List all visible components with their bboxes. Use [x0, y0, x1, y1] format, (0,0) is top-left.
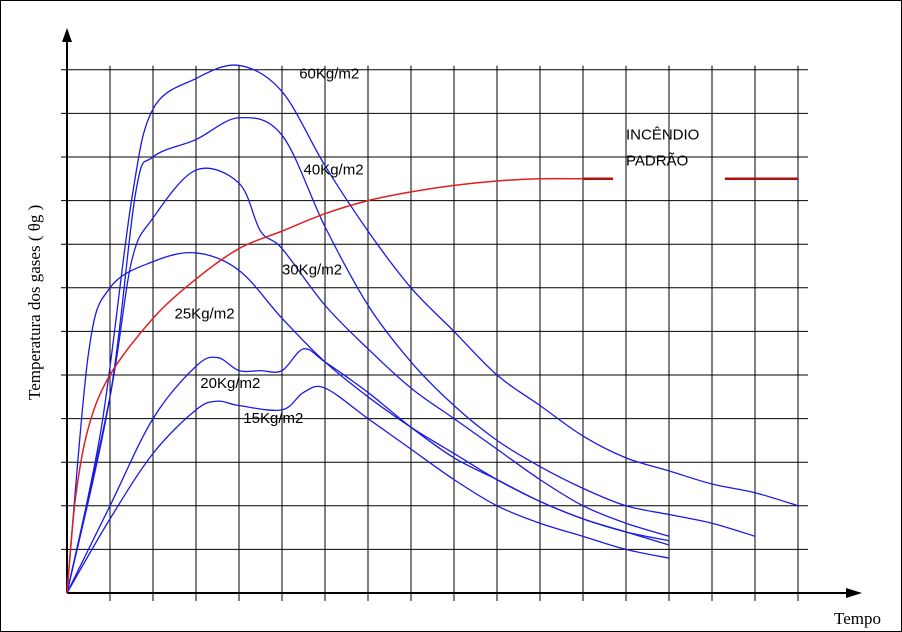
annotation-label: 20Kg/m2 [200, 375, 260, 392]
series-layer [66, 64, 799, 594]
annotation-label: 15Kg/m2 [243, 410, 303, 427]
grid [61, 65, 808, 601]
annotations: 60Kg/m2 40Kg/m2 30Kg/m2 25Kg/m2 20Kg/m2 15Kg/… [175, 66, 700, 427]
series-line-inc-ndio-padr-o [66, 177, 584, 594]
y-axis-arrow [62, 28, 72, 42]
annotation-label: 25Kg/m2 [175, 305, 235, 322]
annotation-label: INCÊNDIO [626, 127, 699, 144]
axes [62, 28, 862, 598]
series-line-60kg-m2 [66, 64, 799, 594]
series-line-20kg-m2 [66, 348, 670, 594]
y-axis-label: Temperatura dos gases ( θg ) [25, 205, 44, 400]
x-axis-arrow [846, 588, 862, 598]
annotation-label: 60Kg/m2 [299, 66, 359, 83]
series-line-15kg-m2 [66, 385, 670, 594]
annotation-label: 40Kg/m2 [304, 161, 364, 178]
annotation-label: PADRÃO [626, 153, 688, 170]
series-line-40kg-m2 [66, 116, 756, 594]
x-axis-label: Tempo [834, 609, 881, 628]
annotation-label: 30Kg/m2 [282, 262, 342, 279]
